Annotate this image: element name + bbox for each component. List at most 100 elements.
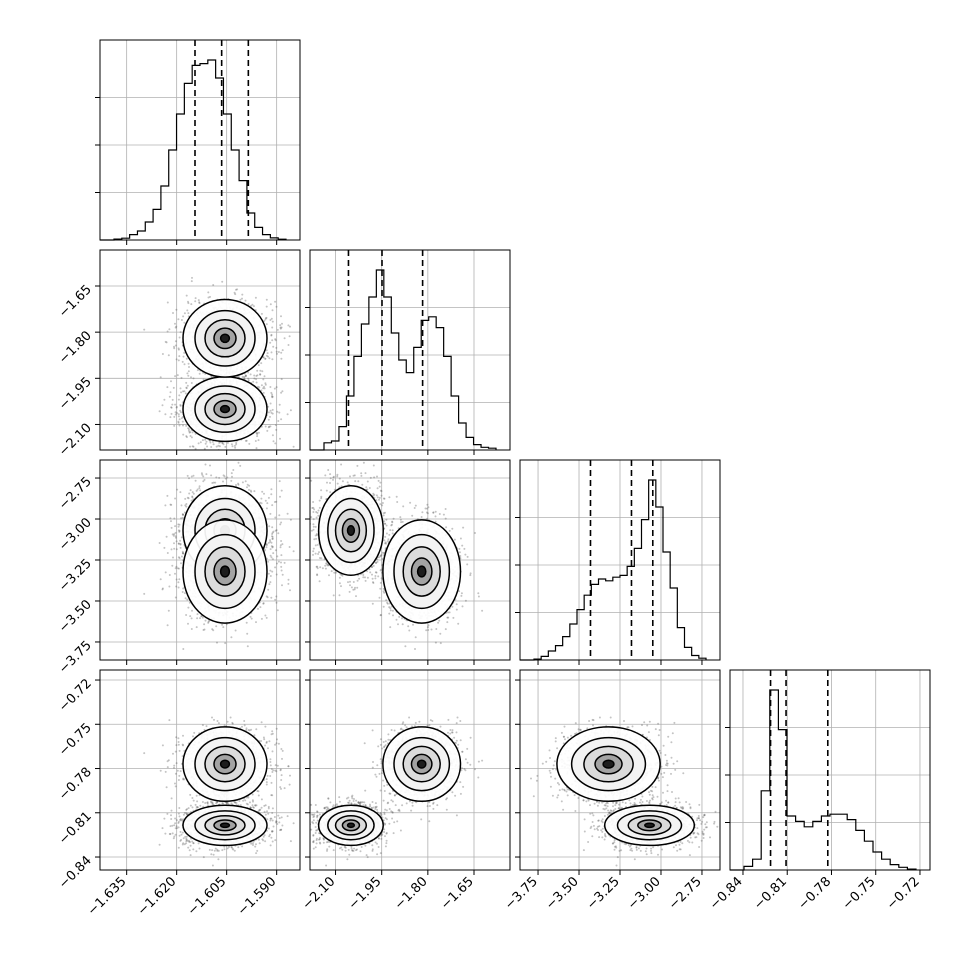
sample-point [189, 431, 192, 433]
sample-point [248, 442, 251, 445]
sample-point [184, 392, 187, 395]
sample-point [189, 615, 192, 618]
histogram-step [310, 269, 497, 451]
panel-content [100, 460, 300, 660]
sample-point [230, 472, 233, 475]
sample-point [269, 415, 271, 418]
sample-point [174, 344, 177, 347]
sample-point [274, 516, 277, 519]
sample-point [221, 441, 224, 444]
histogram-step [520, 479, 707, 661]
sample-point [244, 439, 247, 442]
sample-point [166, 330, 169, 333]
sample-point [175, 405, 178, 408]
sample-point [252, 305, 255, 308]
sample-point [224, 477, 227, 480]
sample-point [274, 442, 277, 445]
sample-point [270, 333, 273, 336]
sample-point [189, 435, 192, 437]
sample-point [177, 581, 180, 584]
sample-point [215, 625, 218, 628]
sample-point [271, 393, 274, 396]
sample-point [233, 444, 236, 447]
histogram-step [730, 689, 917, 871]
sample-point [234, 446, 237, 449]
sample-point [271, 358, 274, 361]
sample-point [267, 572, 270, 575]
sample-point [279, 546, 282, 549]
sample-point [173, 542, 175, 545]
sample-point [264, 382, 267, 385]
scatter-panel-2-0: −3.75−3.50−3.25−3.00−2.75 [56, 459, 301, 677]
sample-point [177, 348, 180, 351]
sample-point [256, 374, 259, 377]
sample-point [280, 326, 283, 329]
sample-point [289, 325, 291, 328]
sample-point [178, 578, 181, 581]
sample-point [169, 416, 172, 419]
sample-point [158, 410, 161, 413]
sample-point [277, 351, 280, 353]
sample-point [176, 412, 179, 415]
sample-point [276, 328, 279, 331]
sample-point [178, 530, 181, 533]
sample-point [174, 531, 177, 534]
sample-point [187, 362, 190, 365]
sample-point [177, 523, 180, 526]
sample-point [194, 297, 197, 300]
sample-point [264, 499, 267, 502]
sample-point [163, 398, 166, 401]
sample-point [175, 406, 178, 409]
sample-point [187, 429, 190, 432]
x-tick-label: −0.72 [884, 874, 923, 913]
sample-point [275, 350, 278, 353]
sample-point [180, 417, 183, 420]
sample-point [224, 445, 227, 448]
sample-point [230, 479, 233, 482]
sample-point [269, 319, 272, 321]
sample-point [177, 413, 180, 416]
sample-point [258, 386, 261, 389]
sample-point [250, 490, 253, 493]
sample-point [244, 374, 247, 377]
sample-point [260, 389, 263, 392]
sample-point [283, 561, 286, 564]
sample-point [204, 438, 207, 441]
sample-point [255, 375, 258, 377]
sample-point [255, 432, 258, 435]
sample-point [177, 421, 180, 424]
sample-point [231, 445, 234, 448]
sample-point [179, 409, 182, 412]
sample-point [266, 502, 269, 505]
sample-point [164, 340, 167, 343]
sample-point [280, 315, 282, 318]
sample-point [187, 374, 190, 377]
sample-point [172, 386, 175, 389]
sample-point [159, 376, 162, 379]
sample-point [198, 302, 201, 305]
sample-point [170, 380, 172, 383]
sample-point [263, 375, 266, 378]
sample-point [292, 445, 295, 448]
sample-point [236, 288, 239, 291]
sample-point [265, 323, 268, 326]
sample-point [241, 293, 244, 296]
sample-point [271, 408, 274, 411]
sample-point [175, 540, 178, 543]
sample-point [264, 357, 267, 360]
sample-point [257, 364, 260, 367]
sample-point [264, 614, 267, 617]
sample-point [177, 398, 180, 401]
sample-point [265, 305, 268, 308]
sample-point [173, 345, 175, 348]
panel-frame [99, 39, 301, 241]
sample-point [169, 391, 172, 394]
sample-point [183, 321, 186, 324]
sample-point [244, 299, 247, 302]
sample-point [176, 374, 179, 377]
sample-point [281, 584, 283, 587]
sample-point [237, 482, 240, 485]
sample-point [256, 369, 259, 372]
sample-point [255, 381, 258, 384]
sample-point [178, 394, 181, 397]
